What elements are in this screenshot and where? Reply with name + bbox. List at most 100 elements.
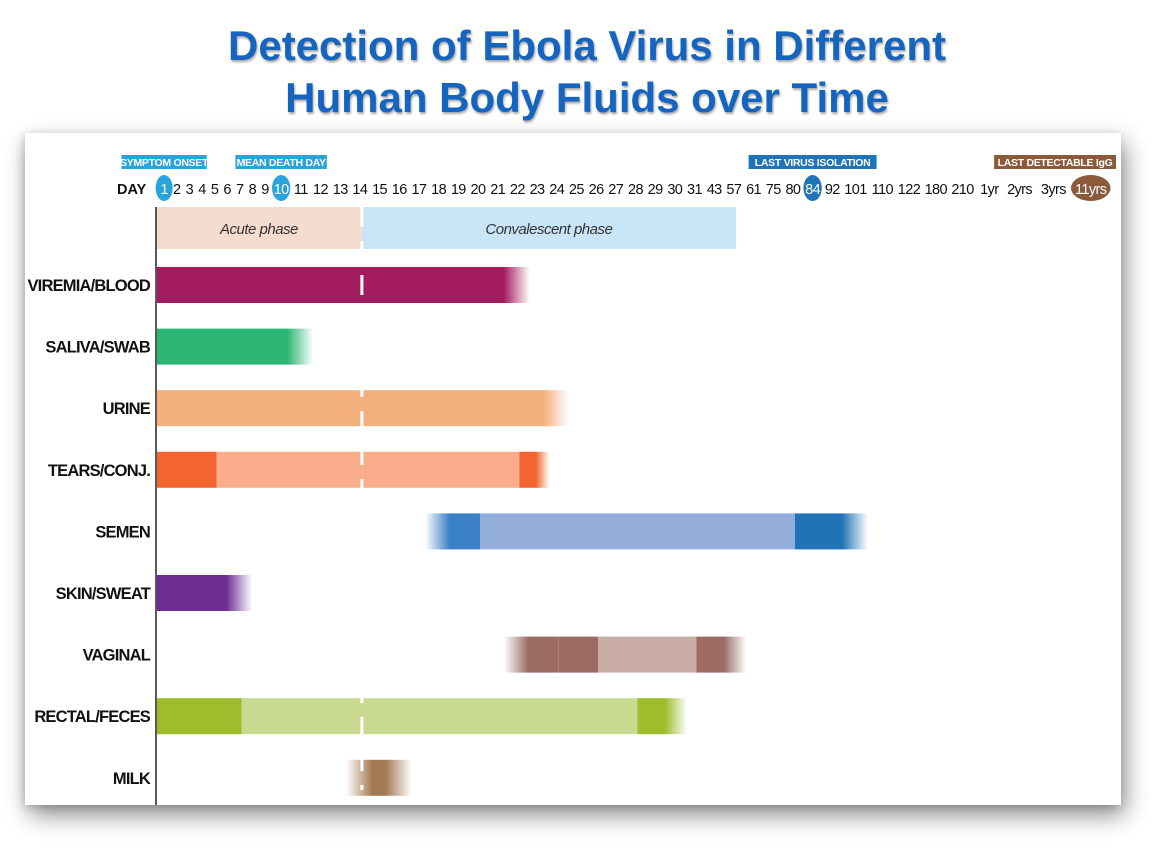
bar-semen-segment-2 <box>479 513 795 550</box>
tick-label-25: 25 <box>569 182 584 198</box>
tick-label-14: 14 <box>352 182 367 198</box>
milestone-badge <box>121 155 207 169</box>
tick-label-2yrs: 2yrs <box>1007 182 1032 198</box>
phase-band <box>156 207 362 249</box>
row-label-saliva-swab: SALIVA/SWAB <box>45 339 150 357</box>
milestone-mean-death-day: MEAN DEATH DAY <box>235 155 327 169</box>
bar-milk-segment-1 <box>346 759 412 796</box>
tick-label-101: 101 <box>844 182 867 198</box>
bar-saliva-swab-segment-1 <box>157 328 314 365</box>
row-vaginal <box>503 636 747 673</box>
tick-label-27: 27 <box>608 182 623 198</box>
bar-semen-segment-1 <box>425 513 480 550</box>
tick-label-180: 180 <box>925 182 948 198</box>
tick-label-210: 210 <box>951 182 974 198</box>
tick-label-3yrs: 3yrs <box>1041 182 1066 198</box>
tick-label-84: 84 <box>805 182 820 198</box>
row-label-skin-sweat: SKIN/SWEAT <box>56 585 151 603</box>
tick-marker-11yrs <box>1071 175 1111 201</box>
phase-label: Convalescent phase <box>485 221 612 238</box>
row-label-rectal-feces: RECTAL/FECES <box>34 708 150 726</box>
tick-label-57: 57 <box>726 182 741 198</box>
row-milk <box>346 759 412 796</box>
tick-label-30: 30 <box>667 182 682 198</box>
tick-label-8: 8 <box>249 182 257 198</box>
tick-label-110: 110 <box>872 182 894 198</box>
axis-prefix-label: DAY <box>117 182 147 198</box>
milestone-badge <box>748 155 877 169</box>
tick-label-1: 1 <box>160 182 168 198</box>
bar-tears-conj-segment-1 <box>157 451 217 488</box>
tick-label-17: 17 <box>411 182 426 198</box>
tick-label-2: 2 <box>173 182 181 198</box>
tick-marker-1 <box>155 175 173 201</box>
tick-label-43: 43 <box>707 182 722 198</box>
tick-label-6: 6 <box>223 182 231 198</box>
tick-label-22: 22 <box>510 182 525 198</box>
milestone-last-virus-isolation: LAST VIRUS ISOLATION <box>748 155 877 169</box>
milestone-label: LAST VIRUS ISOLATION <box>755 157 871 169</box>
row-label-vaginal: VAGINAL <box>83 647 151 665</box>
milestone-badge <box>994 155 1116 169</box>
row-tears-conj <box>157 451 550 488</box>
bar-semen-segment-3 <box>794 513 868 550</box>
phase-convalescent-phase: Convalescent phase <box>361 207 736 249</box>
tick-label-80: 80 <box>785 182 800 198</box>
tick-label-31: 31 <box>687 182 702 198</box>
tick-label-16: 16 <box>392 182 407 198</box>
tick-label-1yr: 1yr <box>980 182 999 198</box>
milestone-label: SYMPTOM ONSET <box>120 157 209 169</box>
bar-tears-conj-segment-2 <box>216 451 520 488</box>
milestone-badge <box>235 155 327 169</box>
row-label-milk: MILK <box>113 770 151 788</box>
row-rectal-feces <box>157 698 688 735</box>
row-label-urine: URINE <box>103 400 151 418</box>
tick-label-10: 10 <box>274 182 289 198</box>
tick-label-15: 15 <box>372 182 387 198</box>
bar-rectal-feces-segment-3 <box>637 698 688 735</box>
bar-rectal-feces-segment-1 <box>157 698 242 735</box>
tick-label-7: 7 <box>236 182 244 198</box>
bar-viremia-blood-segment-1 <box>157 267 530 303</box>
tick-label-23: 23 <box>530 182 545 198</box>
bar-vaginal-segment-2 <box>558 636 599 673</box>
bar-skin-sweat-segment-1 <box>157 575 253 611</box>
tick-label-26: 26 <box>589 182 604 198</box>
tick-marker-10 <box>272 175 291 201</box>
chart-title-line-2: Human Body Fluids over Time <box>285 74 889 121</box>
tick-label-12: 12 <box>313 182 328 198</box>
tick-label-4: 4 <box>198 182 206 198</box>
row-label-semen: SEMEN <box>95 523 150 541</box>
phase-label: Acute phase <box>219 221 298 238</box>
row-semen <box>425 513 868 550</box>
tick-label-18: 18 <box>431 182 446 198</box>
tick-label-75: 75 <box>766 182 781 198</box>
phase-acute-phase: Acute phase <box>156 207 362 249</box>
tick-label-20: 20 <box>471 182 486 198</box>
tick-label-13: 13 <box>333 182 348 198</box>
bar-rectal-feces-segment-2 <box>241 698 638 735</box>
tick-label-28: 28 <box>628 182 643 198</box>
tick-label-21: 21 <box>490 182 505 198</box>
tick-label-92: 92 <box>825 182 840 198</box>
tick-label-11: 11 <box>294 182 308 198</box>
tick-label-19: 19 <box>451 182 466 198</box>
tick-label-3: 3 <box>186 182 194 198</box>
tick-label-5: 5 <box>211 182 219 198</box>
tick-label-61: 61 <box>746 182 761 198</box>
tick-label-24: 24 <box>549 182 564 198</box>
bar-tears-conj-segment-3 <box>519 451 550 488</box>
tick-label-11yrs: 11yrs <box>1075 182 1107 198</box>
row-viremia-blood <box>157 267 530 303</box>
milestone-symptom-onset: SYMPTOM ONSET <box>120 155 209 169</box>
row-saliva-swab <box>157 328 314 365</box>
row-skin-sweat <box>157 575 253 611</box>
chart-title-line-1: Detection of Ebola Virus in Different <box>228 22 946 69</box>
bar-vaginal-segment-4 <box>696 636 747 673</box>
phase-band <box>361 207 736 249</box>
milestone-label: MEAN DEATH DAY <box>237 157 326 169</box>
bar-vaginal-segment-1 <box>503 636 559 673</box>
bar-vaginal-segment-3 <box>598 636 697 673</box>
tick-label-9: 9 <box>261 182 269 198</box>
